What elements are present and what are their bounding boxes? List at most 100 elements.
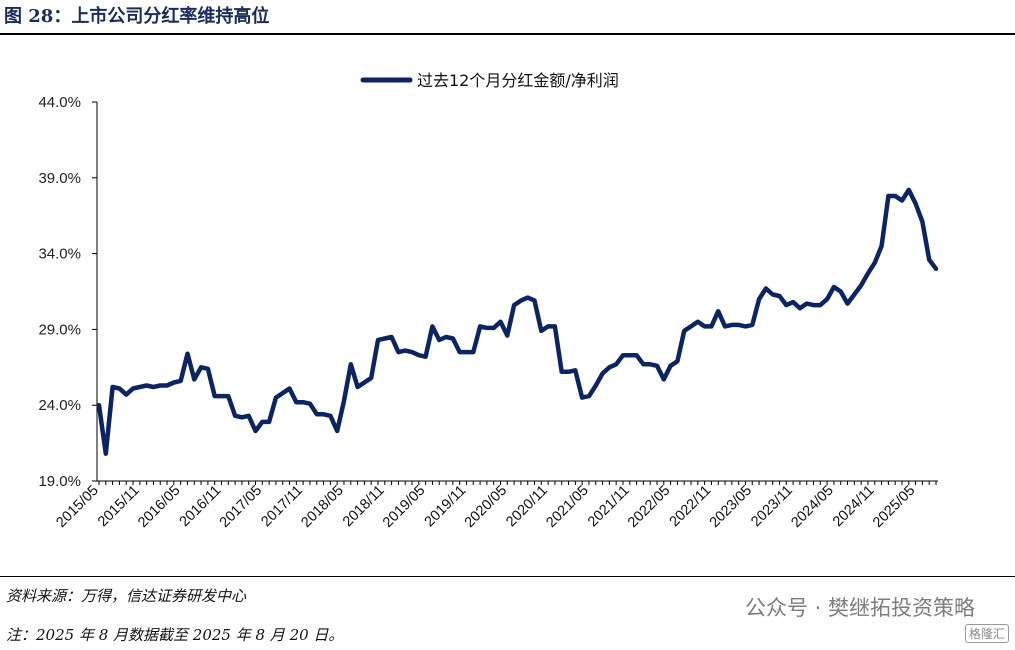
x-tick-label: 2016/05 — [135, 483, 183, 531]
data-point — [526, 296, 530, 300]
data-point — [553, 324, 557, 328]
data-point — [669, 364, 673, 368]
data-point — [675, 359, 679, 363]
dividend-payout-chart: 过去12个月分红金额/净利润 19.0% 24.0% 29.0% 34.0% 39.0%… — [38, 71, 939, 531]
axes — [96, 102, 938, 482]
data-point — [880, 244, 884, 248]
data-point — [390, 335, 394, 339]
x-tick-label: 2023/05 — [707, 483, 755, 531]
data-point — [798, 306, 802, 310]
x-tick-label: 2018/05 — [298, 483, 346, 531]
data-point — [369, 376, 373, 380]
data-point — [465, 350, 469, 354]
data-point — [308, 402, 312, 406]
data-point — [594, 384, 598, 388]
x-tick-label: 2022/05 — [625, 483, 673, 531]
x-tick-label: 2021/05 — [543, 483, 591, 531]
x-tick-label: 2017/11 — [258, 483, 306, 531]
data-point — [478, 324, 482, 328]
data-point — [505, 334, 509, 338]
data-point — [689, 324, 693, 328]
data-point — [430, 324, 434, 328]
data-point — [145, 384, 149, 388]
watermark-logo: 格隆汇 — [964, 624, 1009, 643]
data-point — [451, 337, 455, 341]
y-tick-label: 24.0% — [38, 397, 81, 414]
data-point — [138, 385, 142, 389]
data-point — [914, 202, 918, 206]
data-point — [607, 365, 611, 369]
data-point — [165, 384, 169, 388]
watermark-text: 公众号 · 樊继拓投资策略 — [744, 596, 975, 620]
y-axis-ticks: 19.0% 24.0% 29.0% 34.0% 39.0% 44.0% — [38, 94, 97, 490]
data-point — [900, 199, 904, 203]
data-point — [621, 353, 625, 357]
x-tick-label: 2023/11 — [748, 483, 796, 531]
data-point — [131, 387, 135, 391]
data-point — [172, 381, 176, 385]
data-point — [220, 394, 224, 398]
data-point — [247, 414, 251, 418]
data-point — [846, 302, 850, 306]
data-point — [281, 391, 285, 395]
data-point — [546, 324, 550, 328]
series-line-payout-ratio — [96, 187, 939, 456]
data-point — [641, 362, 645, 366]
data-point — [778, 294, 782, 298]
data-point — [791, 300, 795, 304]
data-point — [750, 323, 754, 327]
data-point — [784, 303, 788, 307]
data-point — [179, 379, 183, 383]
data-point — [186, 352, 190, 356]
data-point — [376, 338, 380, 342]
x-tick-label: 2021/11 — [585, 483, 633, 531]
data-point — [322, 412, 326, 416]
x-tick-label: 2019/11 — [422, 483, 470, 531]
x-axis-ticks: 2015/052015/112016/052016/112017/052017/… — [53, 481, 937, 531]
x-tick-label: 2024/05 — [788, 483, 836, 531]
data-point — [703, 324, 707, 328]
data-point — [934, 267, 938, 271]
y-tick-label: 19.0% — [38, 473, 81, 490]
data-point — [124, 393, 128, 397]
data-point — [818, 303, 822, 307]
data-point — [226, 394, 230, 398]
legend: 过去12个月分红金额/净利润 — [360, 71, 619, 90]
x-tick-label: 2025/05 — [870, 483, 918, 531]
data-point — [383, 337, 387, 341]
data-point — [192, 377, 196, 381]
data-point — [410, 350, 414, 354]
data-point — [696, 320, 700, 324]
data-point — [512, 303, 516, 307]
data-point — [396, 350, 400, 354]
figure-title: 图 28：上市公司分红率维持高位 — [4, 6, 270, 27]
data-point — [315, 412, 319, 416]
x-tick-label: 2022/11 — [667, 483, 715, 531]
data-point — [539, 329, 543, 333]
data-point — [328, 414, 332, 418]
data-point — [213, 394, 217, 398]
data-point — [927, 258, 931, 262]
data-point — [832, 285, 836, 289]
data-point — [342, 399, 346, 403]
data-point — [519, 299, 523, 303]
data-point — [614, 362, 618, 366]
data-point — [886, 194, 890, 198]
data-point — [199, 365, 203, 369]
data-point — [628, 353, 632, 357]
data-point — [812, 303, 816, 307]
data-point — [301, 400, 305, 404]
x-tick-label: 2020/11 — [503, 483, 551, 531]
data-point — [839, 290, 843, 294]
data-point — [825, 297, 829, 301]
y-tick-label: 29.0% — [38, 321, 81, 338]
data-point — [771, 293, 775, 297]
data-point — [737, 323, 741, 327]
data-point — [240, 415, 244, 419]
data-point — [567, 370, 571, 374]
data-point — [437, 338, 441, 342]
data-point — [873, 261, 877, 265]
data-point — [560, 370, 564, 374]
footer-rule — [0, 576, 1015, 577]
data-point — [499, 320, 503, 324]
